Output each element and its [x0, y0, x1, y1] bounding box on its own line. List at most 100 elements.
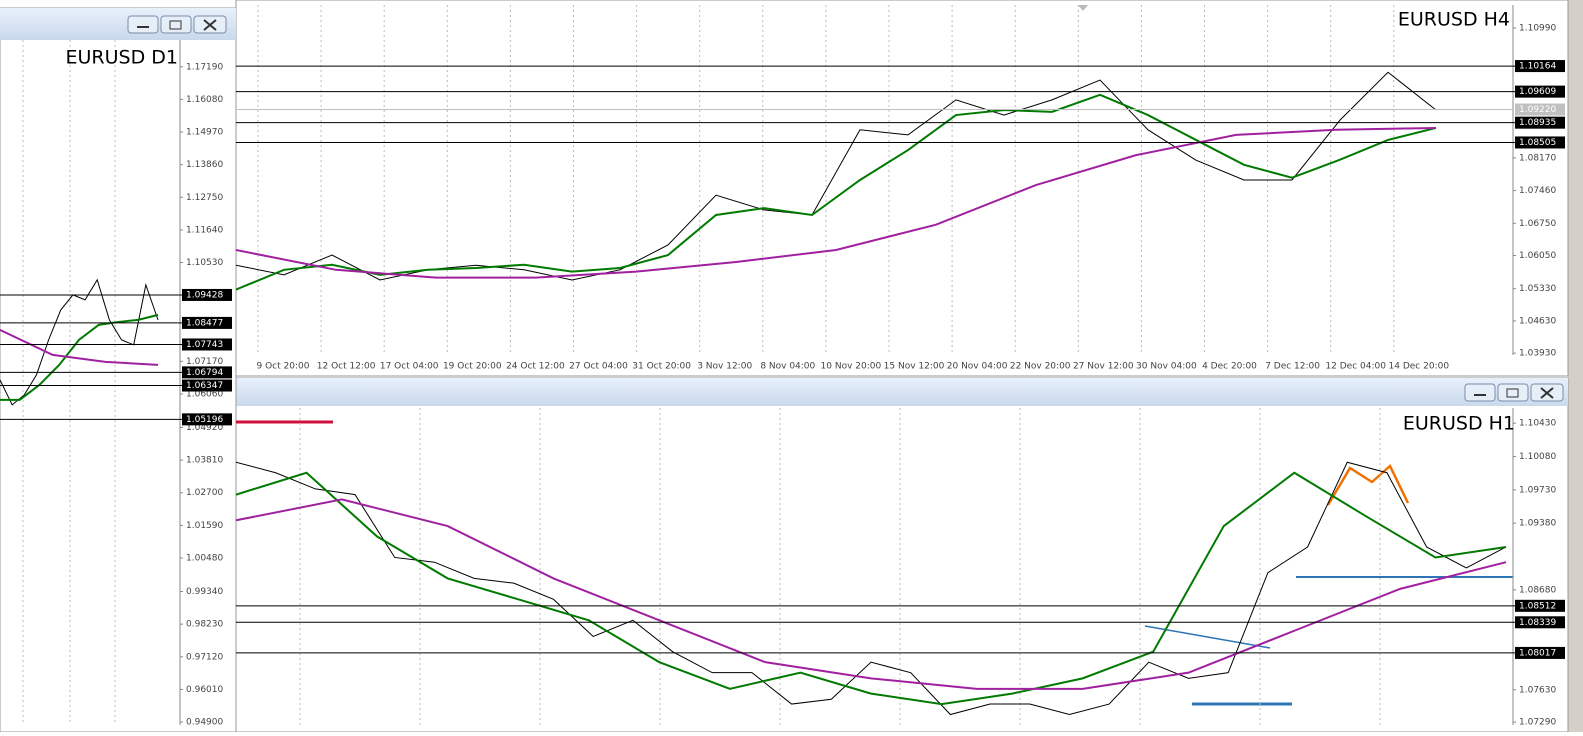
- d1-buttons[interactable]: [127, 15, 227, 34]
- y-tick-label: 0.98230: [186, 620, 223, 630]
- y-tick-label: 1.02700: [186, 488, 223, 498]
- level-label: 1.08477: [186, 318, 223, 328]
- level-label: 1.10164: [1519, 62, 1556, 72]
- price-line: [236, 471, 1507, 706]
- plot: [236, 408, 1507, 725]
- level-box: [1515, 599, 1565, 612]
- y-tick-label: 1.10080: [1519, 452, 1556, 462]
- level-label: 1.08512: [1519, 601, 1556, 611]
- y-tick-label: 1.10430: [1519, 419, 1556, 429]
- icon: [203, 19, 217, 31]
- level-label: 1.07743: [186, 340, 223, 350]
- y-tick-label: 1.03810: [186, 456, 223, 466]
- y-tick-label: 1.06050: [1519, 251, 1556, 261]
- icon: [1540, 387, 1554, 399]
- y-tick-label: 1.07630: [1519, 685, 1556, 695]
- level-label: 1.09428: [186, 290, 223, 300]
- y-tick-label: 0.97120: [186, 652, 223, 662]
- y-tick-label: 1.10990: [1519, 24, 1556, 34]
- x-tick-label: 24 Oct 12:00: [506, 362, 565, 372]
- h4-window: [235, 0, 1569, 377]
- level-box: [182, 288, 232, 301]
- x-tick-label: 12 Dec 04:00: [1325, 362, 1386, 372]
- y-tick-label: 1.11640: [186, 225, 223, 235]
- y-tick-label: 0.99340: [186, 587, 223, 597]
- x-tick-label: 4 Dec 20:00: [1202, 362, 1257, 372]
- chart-panel: 1.10430 1.10080 1.09730 1.09380 1.08680 1.076…: [236, 408, 1565, 728]
- x-tick-label: 7 Dec 12:00: [1265, 362, 1320, 372]
- chart-title: EURUSD H1: [1403, 413, 1515, 435]
- x-tick-label: 20 Nov 04:00: [947, 362, 1008, 372]
- x-tick-label: 9 Oct 20:00: [257, 362, 310, 372]
- level-label: 1.09609: [1519, 87, 1556, 97]
- level-box: [182, 316, 232, 329]
- h1-window: [235, 377, 1569, 733]
- price-line: [236, 126, 1437, 279]
- level-box: [182, 366, 232, 379]
- y-tick-label: 1.09730: [1519, 485, 1556, 495]
- y-tick-label: 1.07170: [186, 357, 223, 367]
- y-tick-label: 1.08680: [1519, 585, 1556, 595]
- level-box: [182, 413, 232, 426]
- level-box: [182, 338, 232, 351]
- maximize-button[interactable]: [1497, 383, 1529, 402]
- minimize-button[interactable]: [127, 15, 159, 34]
- h1-titlebar: [236, 378, 1568, 406]
- level-box: [1515, 136, 1565, 149]
- price-line: [0, 328, 159, 366]
- price-line: [236, 93, 1437, 291]
- level-box: [1515, 616, 1565, 629]
- level-label: 1.08505: [1519, 138, 1556, 148]
- x-tick-label: 8 Nov 04:00: [760, 362, 815, 372]
- level-label: 1.05196: [186, 415, 223, 425]
- level-box: [1515, 116, 1565, 129]
- y-tick-label: 1.05330: [1519, 284, 1556, 294]
- x-tick-label: 22 Nov 20:00: [1010, 362, 1071, 372]
- price-line: [236, 498, 1507, 690]
- current-price-box: [1515, 103, 1565, 116]
- level-box: [182, 379, 232, 392]
- chart-panel: 1.17190 1.16080 1.14970 1.13860 1.12750 1.116…: [0, 40, 232, 728]
- y-tick-label: 1.00480: [186, 554, 223, 564]
- x-tick-label: 31 Oct 20:00: [632, 362, 691, 372]
- y-tick-label: 1.09380: [1519, 519, 1556, 529]
- y-tick-label: 1.16080: [186, 95, 223, 105]
- y-tick-label: 0.94900: [186, 718, 223, 728]
- level-label: 1.08017: [1519, 648, 1556, 658]
- x-tick-label: 27 Nov 12:00: [1073, 362, 1134, 372]
- level-label: 1.08339: [1519, 618, 1556, 628]
- y-tick-label: 1.17190: [186, 62, 223, 72]
- chart-title: EURUSD D1: [66, 47, 178, 69]
- level-label: 1.08935: [1519, 118, 1556, 128]
- level-box: [1515, 85, 1565, 98]
- y-tick-label: 0.96010: [186, 685, 223, 695]
- x-tick-label: 19 Oct 20:00: [443, 362, 502, 372]
- current-price-label: 1.09220: [1519, 105, 1556, 115]
- x-tick-label: 14 Dec 20:00: [1389, 362, 1450, 372]
- x-tick-label: 3 Nov 12:00: [697, 362, 752, 372]
- y-tick-label: 1.13860: [186, 160, 223, 170]
- x-tick-label: 27 Oct 04:00: [569, 362, 628, 372]
- y-tick-label: 1.07290: [1519, 718, 1556, 728]
- y-tick-label: 1.03930: [1519, 349, 1556, 359]
- minimize-button[interactable]: [1464, 383, 1496, 402]
- y-tick-label: 1.14970: [186, 128, 223, 138]
- level-label: 1.06794: [186, 368, 223, 378]
- x-tick-label: 12 Oct 12:00: [317, 362, 376, 372]
- level-box: [1515, 60, 1565, 73]
- price-line: [236, 461, 1507, 716]
- x-tick-label: 10 Nov 20:00: [821, 362, 882, 372]
- y-tick-label: 1.06060: [186, 389, 223, 399]
- y-tick-label: 1.04920: [186, 423, 223, 433]
- y-tick-label: 1.07460: [1519, 186, 1556, 196]
- icon: [169, 20, 182, 30]
- h1-buttons[interactable]: [1464, 383, 1564, 402]
- frame: [1568, 0, 1583, 732]
- drawn-zigzag: [1326, 463, 1410, 506]
- y-tick-label: 1.04630: [1519, 316, 1556, 326]
- maximize-button[interactable]: [160, 15, 192, 34]
- y-tick-label: 1.06750: [1519, 219, 1556, 229]
- y-tick-label: 1.10530: [186, 258, 223, 268]
